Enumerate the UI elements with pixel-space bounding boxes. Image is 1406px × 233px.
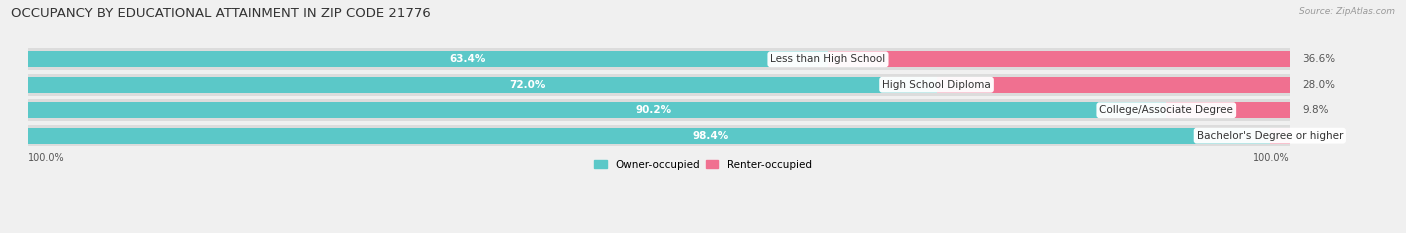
Bar: [28, 128, 1270, 144]
Bar: [28, 102, 1167, 118]
Legend: Owner-occupied, Renter-occupied: Owner-occupied, Renter-occupied: [591, 155, 815, 174]
Bar: [1167, 102, 1291, 118]
Text: 1.6%: 1.6%: [1302, 131, 1329, 141]
Text: 28.0%: 28.0%: [1302, 80, 1336, 90]
Bar: [28, 99, 1291, 121]
Text: 63.4%: 63.4%: [450, 54, 486, 64]
Bar: [28, 125, 1291, 147]
Text: 36.6%: 36.6%: [1302, 54, 1336, 64]
Text: Less than High School: Less than High School: [770, 54, 886, 64]
Bar: [28, 74, 1291, 96]
Text: College/Associate Degree: College/Associate Degree: [1099, 105, 1233, 115]
Text: High School Diploma: High School Diploma: [882, 80, 991, 90]
Text: 72.0%: 72.0%: [509, 80, 546, 90]
Bar: [28, 48, 1291, 70]
Text: Source: ZipAtlas.com: Source: ZipAtlas.com: [1299, 7, 1395, 16]
Bar: [28, 77, 936, 93]
Bar: [1270, 128, 1291, 144]
Bar: [936, 77, 1291, 93]
Text: Bachelor's Degree or higher: Bachelor's Degree or higher: [1197, 131, 1343, 141]
Text: 98.4%: 98.4%: [693, 131, 728, 141]
Text: 90.2%: 90.2%: [636, 105, 672, 115]
Text: 100.0%: 100.0%: [1253, 154, 1291, 164]
Text: 9.8%: 9.8%: [1302, 105, 1329, 115]
Bar: [28, 51, 828, 67]
Bar: [828, 51, 1291, 67]
Text: OCCUPANCY BY EDUCATIONAL ATTAINMENT IN ZIP CODE 21776: OCCUPANCY BY EDUCATIONAL ATTAINMENT IN Z…: [11, 7, 432, 20]
Text: 100.0%: 100.0%: [28, 154, 65, 164]
